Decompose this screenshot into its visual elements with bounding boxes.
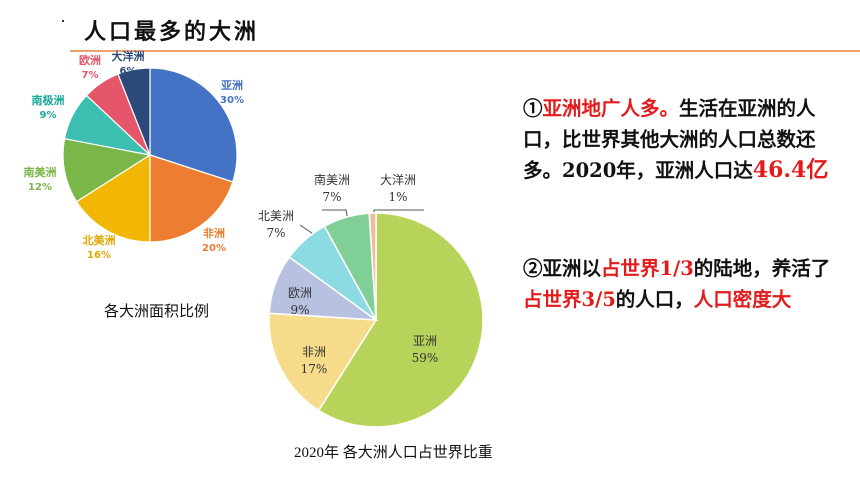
slice-value-label: 20%: [202, 243, 226, 254]
pie-slice: [149, 67, 238, 183]
slice-category-label: 南美洲: [314, 172, 350, 187]
slice-category-label: 大洋洲: [380, 172, 416, 187]
slice-value-label: 30%: [220, 95, 244, 106]
population-pie-chart: 亚洲 59% 非洲 17% 欧洲 9% 北美洲 7% 南美洲 7% 大洋洲 1%: [258, 172, 484, 428]
slice-category-label: 南美洲: [24, 165, 57, 179]
note2-population-share: 占世界3/5: [523, 288, 616, 311]
area-pie-chart: 亚洲 30% 非洲 20% 北美洲 16% 南美洲 12% 南极洲 9% 欧洲 7% 大洋洲 6%: [24, 49, 244, 261]
slice-value-label: 9%: [40, 110, 57, 121]
slice-value-label: 9%: [290, 303, 309, 317]
area-chart-title: 各大洲面积比例: [104, 302, 210, 320]
slice-value-label: 17%: [301, 362, 328, 376]
slice-value-label: 59%: [412, 351, 439, 365]
slice-category-label: 亚洲: [221, 79, 243, 92]
note2-text-b: 的陆地，养活了: [693, 257, 831, 280]
slice-category-label: 北美洲: [83, 233, 116, 247]
title-divider: [70, 50, 860, 52]
note1-population-value: 46.4亿: [752, 157, 829, 183]
note2-text-a: 亚洲以: [542, 257, 602, 280]
note1-text: 生活在亚洲的人口，比世界其他大洲的人口总数还多。2020年，亚洲人口达: [523, 97, 816, 182]
slice-category-label: 南极洲: [32, 93, 65, 107]
note2-land-share: 占世界1/3: [601, 257, 694, 280]
note-asia-density: ②亚洲以占世界1/3的陆地，养活了占世界3/5的人口，人口密度大: [523, 253, 843, 315]
pie-slice: [62, 137, 152, 203]
pie-slice: [317, 212, 484, 428]
slice-category-label: 欧洲: [288, 286, 312, 300]
slice-value-label: 12%: [28, 182, 52, 193]
page-title: 人口最多的大洲: [84, 19, 260, 45]
slice-category-label: 非洲: [302, 345, 326, 359]
pie-slice: [368, 212, 377, 321]
note1-highlight: 亚洲地广人多。: [542, 97, 680, 120]
slice-category-label: 大洋洲: [112, 49, 145, 63]
note-asia-population: ①亚洲地广人多。生活在亚洲的人口，比世界其他大洲的人口总数还多。2020年，亚洲…: [523, 93, 843, 186]
title-bullet: [62, 20, 64, 22]
population-chart-title: 2020年 各大洲人口占世界比重: [294, 445, 493, 461]
slice-category-label: 欧洲: [79, 53, 101, 67]
slice-value-label: 1%: [388, 190, 407, 204]
note2-density: 人口密度大: [693, 288, 792, 311]
slice-value-label: 7%: [322, 190, 341, 204]
pie-slice: [149, 154, 234, 243]
slice-value-label: 7%: [82, 70, 99, 81]
slice-category-label: 亚洲: [413, 334, 437, 348]
note1-number: ①: [523, 97, 543, 120]
pie-slice: [75, 153, 151, 243]
pie-slice: [117, 67, 151, 156]
slice-value-label: 16%: [87, 250, 111, 261]
slice-value-label: 7%: [266, 226, 285, 240]
pie-slice: [268, 312, 378, 412]
note2-text-c: 的人口，: [615, 288, 694, 311]
note2-number: ②: [523, 257, 543, 280]
slice-category-label: 北美洲: [258, 209, 294, 223]
slice-category-label: 非洲: [203, 226, 225, 240]
slice-value-label: 6%: [120, 66, 137, 77]
